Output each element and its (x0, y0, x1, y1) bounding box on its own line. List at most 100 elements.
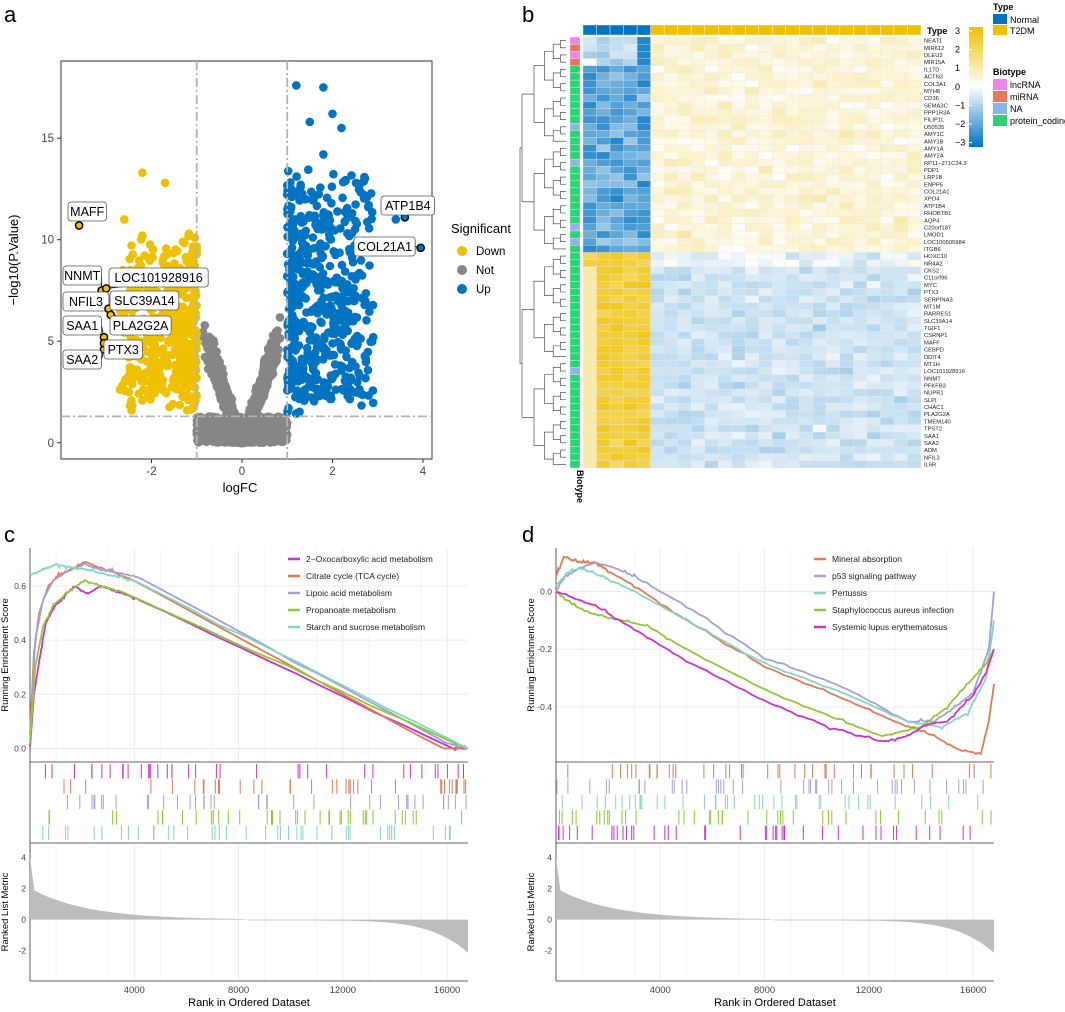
heatmap-cell (623, 374, 638, 382)
heatmap-cell (677, 108, 692, 117)
heatmap-cell (907, 216, 922, 224)
heatmap-cell (609, 453, 624, 461)
heatmap-cell (596, 352, 611, 361)
heatmap-cell (866, 72, 881, 81)
legend-label: Lipoic acid metabolism (306, 588, 392, 598)
heatmap-cell (731, 273, 746, 282)
heatmap-cell (718, 324, 732, 332)
heatmap-cell (853, 94, 868, 102)
heatmap-cell (907, 144, 922, 153)
heatmap-cell (731, 374, 746, 382)
heatmap-cell (839, 79, 854, 88)
heatmap-cell (731, 36, 746, 45)
heatmap-cell (731, 216, 746, 224)
heatmap-cell (745, 338, 759, 347)
point-down (182, 338, 191, 348)
heatmap-cell (677, 352, 692, 361)
heatmap-cell (691, 424, 705, 433)
heatmap-cell (623, 237, 638, 246)
heatmap-cell (880, 87, 895, 95)
heatmap-cell (704, 65, 719, 74)
dendrogram-branch (560, 313, 566, 322)
heatmap-cell (704, 245, 719, 253)
heatmap-cell (691, 209, 705, 217)
heatmap-cell (677, 460, 692, 469)
heatmap-cell (758, 431, 773, 440)
heatmap-cell (866, 187, 881, 196)
point-up (356, 389, 366, 399)
heatmap-cell (907, 410, 922, 418)
heatmap-cell (636, 101, 651, 109)
biotype-annotation-cell (569, 367, 581, 375)
heatmap-cell (718, 209, 732, 217)
heatmap-cell (745, 374, 759, 382)
heatmap-cell (731, 424, 746, 433)
heatmap-cell (663, 439, 678, 447)
heatmap-cell (839, 123, 854, 131)
point-down (188, 349, 198, 359)
dendrogram-branch (560, 327, 566, 336)
biotype-annotation-cell (569, 216, 581, 224)
heatmap-cell (650, 115, 665, 124)
point-down (177, 365, 186, 375)
heatmap-cell (785, 345, 800, 354)
heatmap-cell (718, 101, 732, 109)
heatmap-cell (907, 158, 922, 167)
heatmap-cell (745, 403, 759, 411)
point-up (355, 180, 364, 190)
heatmap-cell (636, 216, 651, 224)
heatmap-cell (880, 295, 895, 303)
heatmap-cell (623, 453, 638, 461)
heatmap-cell (826, 309, 841, 318)
heatmap-cell (609, 223, 624, 232)
heatmap-row-label: PLA2G2A (924, 412, 950, 418)
heatmap-cell (772, 245, 786, 253)
heatmap-cell (839, 410, 854, 418)
heatmap-cell (636, 266, 651, 275)
heatmap-cell (718, 216, 732, 224)
heatmap-cell (839, 446, 854, 454)
heatmap-cell (691, 266, 705, 275)
highlighted-gene-point (416, 243, 426, 253)
point-not (208, 437, 218, 446)
heatmap-cell (650, 352, 665, 361)
dendrogram-branch (544, 266, 554, 296)
heatmap-cell (596, 115, 611, 124)
heatmap-cell (826, 252, 841, 260)
point-down (121, 386, 130, 396)
point-up (357, 401, 366, 410)
type-annotation-cell (758, 24, 773, 36)
heatmap-cell (663, 288, 678, 296)
heatmap-cell (826, 345, 841, 354)
heatmap-cell (893, 316, 908, 325)
heatmap-cell (663, 87, 678, 95)
heatmap-cell (650, 345, 665, 354)
heatmap-cell (907, 130, 922, 138)
heatmap-cell (907, 94, 922, 102)
heatmap-cell (623, 202, 638, 210)
heatmap-cell (853, 144, 868, 153)
heatmap-cell (839, 453, 854, 461)
heatmap-cell (812, 338, 827, 347)
point-not (251, 383, 261, 392)
heatmap-cell (812, 295, 827, 303)
point-up (308, 195, 317, 205)
point-not (203, 356, 212, 366)
heatmap-cell (677, 44, 692, 52)
heatmap-cell (650, 431, 665, 440)
heatmap-cell (799, 302, 813, 311)
heatmap-cell (623, 51, 638, 59)
heatmap-cell (718, 130, 732, 138)
heatmap-cell (880, 252, 895, 260)
heatmap-cell (826, 324, 841, 332)
dendrogram-branch (544, 216, 554, 244)
heatmap-cell (582, 360, 597, 368)
heatmap-cell (758, 130, 773, 138)
heatmap-cell (745, 460, 759, 469)
heatmap-cell (880, 209, 895, 217)
heatmap-cell (623, 36, 638, 45)
heatmap-cell (799, 388, 813, 397)
heatmap-cell (623, 460, 638, 469)
heatmap-cell (609, 79, 624, 88)
heatmap-cell (677, 87, 692, 95)
